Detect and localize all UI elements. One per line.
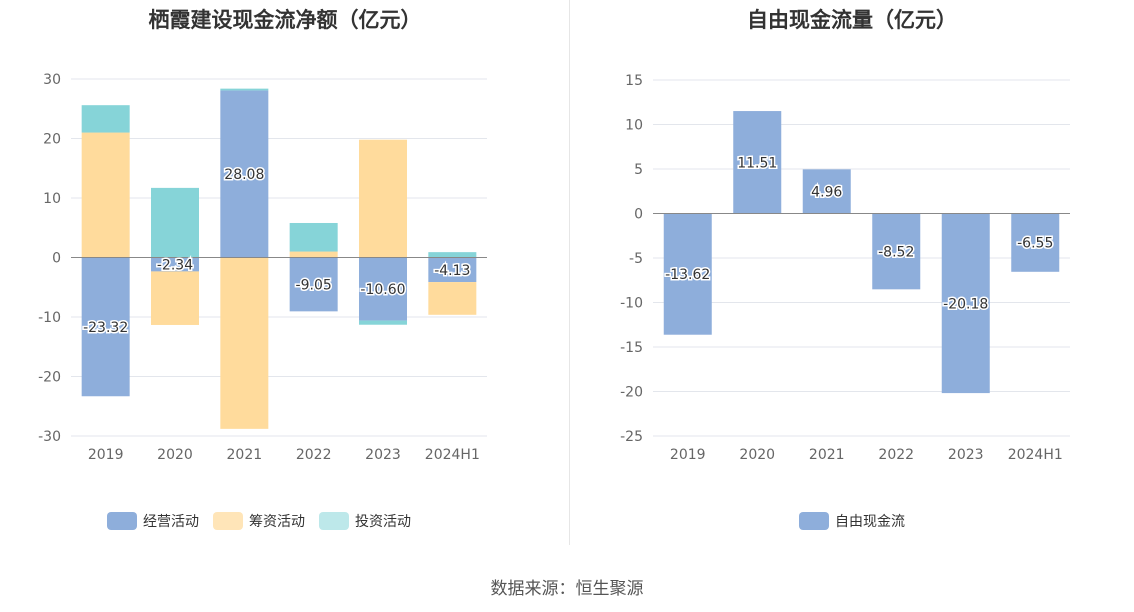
left-chart-title: 栖霞建设现金流净额（亿元） xyxy=(148,8,422,32)
left-data-label: -9.05 xyxy=(296,277,332,293)
right-x-tick-label: 2022 xyxy=(878,447,914,463)
left-y-tick-label: 30 xyxy=(43,72,61,88)
left-bar-2019-2 xyxy=(81,105,130,133)
left-bar-2023-2 xyxy=(359,320,407,325)
right-x-tick-label: 2024H1 xyxy=(1008,447,1063,463)
left-data-label: -10.60 xyxy=(360,282,405,298)
legend-label-operating: 经营活动 xyxy=(143,514,199,530)
right-bar-2024H1-0 xyxy=(1011,213,1060,272)
left-y-tick-label: 20 xyxy=(43,132,61,148)
left-x-tick-label: 2021 xyxy=(227,447,263,463)
left-bar-2021-2 xyxy=(220,88,269,91)
left-data-label: -2.34 xyxy=(157,257,193,273)
left-bar-2023-0 xyxy=(359,257,407,321)
right-bar-2023-0 xyxy=(941,213,990,394)
left-legend: 经营活动 筹资活动 投资活动 xyxy=(107,511,425,531)
legend-swatch-financing xyxy=(213,512,243,530)
left-bar-2022-1 xyxy=(289,251,338,258)
left-y-tick-label: -10 xyxy=(38,310,61,326)
right-y-tick-label: -20 xyxy=(620,385,643,401)
right-bar-2022-0 xyxy=(872,213,921,290)
left-x-tick-label: 2023 xyxy=(365,447,401,463)
right-legend: 自由现金流 xyxy=(799,511,919,531)
right-data-label: -6.55 xyxy=(1017,236,1053,252)
right-x-tick-label: 2020 xyxy=(739,447,775,463)
cash-flow-net-chart: 30 20 10 0 -10 -20 -30 -23.32 -2.34 28.08 -9.05 -10… xyxy=(38,72,487,463)
left-bar-2021-0 xyxy=(220,90,269,258)
right-data-label: 11.51 xyxy=(737,155,777,171)
left-y-tick-label: 10 xyxy=(43,191,61,207)
left-bar-2024H1-0 xyxy=(428,257,477,283)
right-y-tick-label: 0 xyxy=(634,207,643,223)
right-bar-2020-0 xyxy=(733,111,782,214)
right-x-tick-label: 2023 xyxy=(948,447,984,463)
left-data-label: 28.08 xyxy=(224,167,264,183)
left-bar-2020-2 xyxy=(151,187,199,258)
right-data-label: 4.96 xyxy=(811,184,842,200)
right-y-tick-label: -15 xyxy=(620,340,643,356)
right-y-tick-label: -10 xyxy=(620,296,643,312)
legend-item-investing[interactable]: 投资活动 xyxy=(319,511,411,531)
legend-swatch-free-cash-flow xyxy=(799,512,829,530)
chart-divider xyxy=(569,0,570,545)
left-y-tick-label: -20 xyxy=(38,370,61,386)
right-y-tick-label: -25 xyxy=(620,429,643,445)
legend-label-investing: 投资活动 xyxy=(355,514,411,530)
left-data-label: -4.13 xyxy=(434,263,470,279)
data-source-note: 数据来源：恒生聚源 xyxy=(490,579,644,599)
left-bar-2022-2 xyxy=(289,222,338,252)
right-x-tick-label: 2021 xyxy=(809,447,845,463)
left-y-tick-label: -30 xyxy=(38,429,61,445)
right-y-tick-label: 15 xyxy=(625,73,643,89)
left-bar-2024H1-2 xyxy=(428,252,477,258)
left-bar-2024H1-1 xyxy=(428,282,477,315)
free-cash-flow-chart: 15 10 5 0 -5 -10 -15 -20 -25 -13.62 11.51 4.96 -8.52… xyxy=(620,73,1070,463)
left-x-tick-label: 2022 xyxy=(296,447,332,463)
right-data-label: -8.52 xyxy=(878,244,914,260)
legend-swatch-investing xyxy=(319,512,349,530)
left-y-tick-label: 0 xyxy=(52,251,61,267)
right-bar-2021-0 xyxy=(802,169,851,214)
left-bar-2022-0 xyxy=(289,257,338,312)
left-bar-2023-1 xyxy=(359,139,407,258)
left-data-label: -23.32 xyxy=(83,320,128,336)
left-bar-2020-1 xyxy=(151,271,199,325)
legend-item-financing[interactable]: 筹资活动 xyxy=(213,511,305,531)
legend-label-financing: 筹资活动 xyxy=(249,514,305,530)
left-bar-2019-1 xyxy=(81,132,130,258)
left-x-tick-label: 2024H1 xyxy=(425,447,480,463)
left-bar-2021-1 xyxy=(220,257,269,429)
legend-item-operating[interactable]: 经营活动 xyxy=(107,511,199,531)
right-bar-2019-0 xyxy=(663,213,712,335)
left-bar-2020-0 xyxy=(151,257,199,272)
legend-swatch-operating xyxy=(107,512,137,530)
right-data-label: -13.62 xyxy=(665,267,710,283)
left-x-tick-label: 2019 xyxy=(88,447,124,463)
left-x-tick-label: 2020 xyxy=(157,447,193,463)
left-bar-2019-0 xyxy=(81,257,130,397)
legend-item-free-cash-flow[interactable]: 自由现金流 xyxy=(799,511,905,531)
right-y-tick-label: -5 xyxy=(629,251,643,267)
right-data-label: -20.18 xyxy=(943,296,988,312)
right-chart-title: 自由现金流量（亿元） xyxy=(747,8,957,32)
right-y-tick-label: 5 xyxy=(634,162,643,178)
right-y-tick-label: 10 xyxy=(625,118,643,134)
legend-label-free-cash-flow: 自由现金流 xyxy=(835,514,905,530)
right-x-tick-label: 2019 xyxy=(670,447,706,463)
